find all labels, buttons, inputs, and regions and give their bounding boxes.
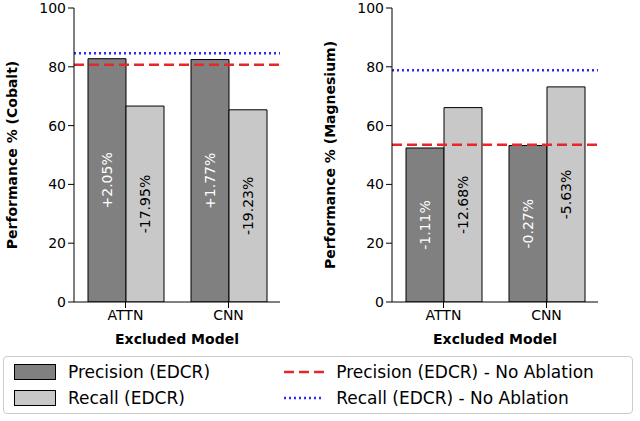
svg-text:ATTN: ATTN [108,307,144,323]
html-text:Precision (EDCR) - No Ablation: Precision (EDCR) - No Ablation [336,362,594,382]
svg-text:-17.95%: -17.95% [137,175,153,233]
html-text:Recall (EDCR) - No Ablation: Recall (EDCR) - No Ablation [336,388,569,408]
svg-text:CNN: CNN [213,307,244,323]
svg-text:20: 20 [366,235,384,251]
svg-text:80: 80 [366,59,384,75]
svg-text:100: 100 [39,0,66,16]
svg-text:Performance % (Cobalt): Performance % (Cobalt) [8,61,20,250]
html-text:Precision (EDCR): Precision (EDCR) [68,362,210,382]
svg-text:ATTN: ATTN [426,307,462,323]
svg-text:40: 40 [48,176,66,192]
svg-text:+1.77%: +1.77% [202,153,218,209]
svg-text:60: 60 [366,118,384,134]
svg-text:0: 0 [375,294,384,310]
svg-text:0: 0 [57,294,66,310]
svg-text:-1.11%: -1.11% [417,200,433,250]
svg-text:40: 40 [366,176,384,192]
svg-text:20: 20 [48,235,66,251]
svg-text:CNN: CNN [531,307,562,323]
svg-text:80: 80 [48,59,66,75]
svg-text:-5.63%: -5.63% [558,170,574,220]
svg-text:-19.23%: -19.23% [240,177,256,235]
svg-text:Excluded Model: Excluded Model [433,331,557,347]
svg-text:-0.27%: -0.27% [520,199,536,249]
svg-text:-12.68%: -12.68% [455,176,471,234]
svg-text:Performance % (Magnesium): Performance % (Magnesium) [322,41,338,269]
svg-text:60: 60 [48,118,66,134]
svg-text:+2.05%: +2.05% [99,152,115,208]
html-text:Recall (EDCR): Recall (EDCR) [68,388,185,408]
svg-text:100: 100 [357,0,384,16]
svg-text:Excluded Model: Excluded Model [115,331,239,347]
